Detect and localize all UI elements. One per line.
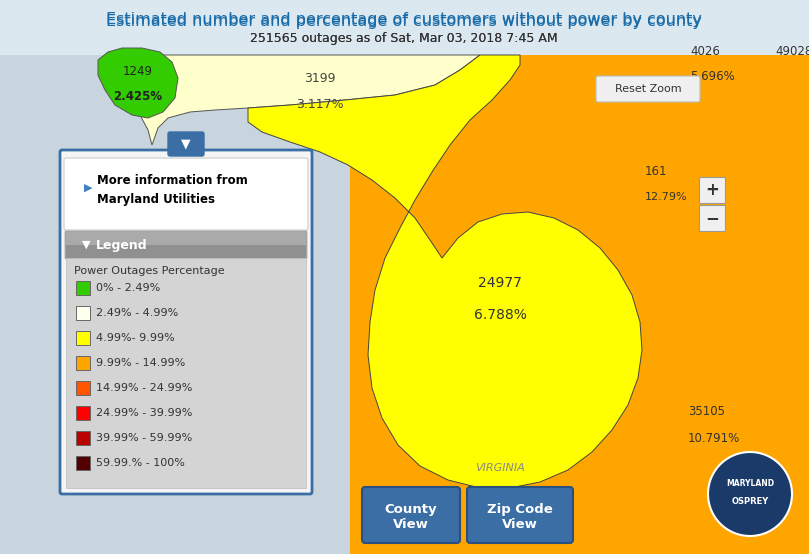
Text: 3.117%: 3.117% xyxy=(296,98,344,111)
Text: 49028: 49028 xyxy=(775,45,809,58)
Bar xyxy=(76,431,90,445)
Text: 2.49% - 4.99%: 2.49% - 4.99% xyxy=(96,308,178,318)
Text: 59.99.% - 100%: 59.99.% - 100% xyxy=(96,458,185,468)
Bar xyxy=(76,456,90,470)
Text: 24977: 24977 xyxy=(478,276,522,290)
Polygon shape xyxy=(350,55,809,554)
Text: Reset Zoom: Reset Zoom xyxy=(615,84,681,94)
Text: 251565 outages as of Sat, Mar 03, 2018 7:45 AM: 251565 outages as of Sat, Mar 03, 2018 7… xyxy=(250,32,558,45)
Circle shape xyxy=(708,452,792,536)
Text: Zip Code: Zip Code xyxy=(487,502,553,516)
Text: 9.99% - 14.99%: 9.99% - 14.99% xyxy=(96,358,185,368)
Polygon shape xyxy=(140,55,480,145)
Text: View: View xyxy=(502,519,538,531)
FancyBboxPatch shape xyxy=(65,231,307,259)
Text: 24.99% - 39.99%: 24.99% - 39.99% xyxy=(96,408,193,418)
Text: 5.696%: 5.696% xyxy=(690,70,735,83)
Text: 14.99% - 24.99%: 14.99% - 24.99% xyxy=(96,383,193,393)
Bar xyxy=(76,331,90,345)
Text: Estimated number and percentage of customers without power by county: Estimated number and percentage of custo… xyxy=(106,14,702,29)
Text: 0% - 2.49%: 0% - 2.49% xyxy=(96,283,160,293)
Polygon shape xyxy=(98,48,178,118)
Bar xyxy=(76,306,90,320)
FancyBboxPatch shape xyxy=(467,487,573,543)
Text: ▼: ▼ xyxy=(181,137,191,151)
Text: 10.791%: 10.791% xyxy=(688,432,740,445)
Text: ▶: ▶ xyxy=(84,183,92,193)
FancyBboxPatch shape xyxy=(699,205,725,231)
Text: 39.99% - 59.99%: 39.99% - 59.99% xyxy=(96,433,193,443)
Text: 251565 outages as of Sat, Mar 03, 2018 7:45 AM: 251565 outages as of Sat, Mar 03, 2018 7… xyxy=(250,32,558,45)
Text: Estimated number and percentage of customers without power by county: Estimated number and percentage of custo… xyxy=(106,12,702,27)
Text: 6.788%: 6.788% xyxy=(473,308,527,322)
Text: 4026: 4026 xyxy=(690,45,720,58)
Bar xyxy=(76,381,90,395)
Text: OSPREY: OSPREY xyxy=(731,497,769,506)
Bar xyxy=(0,0,809,55)
Polygon shape xyxy=(248,55,642,488)
FancyBboxPatch shape xyxy=(168,132,204,156)
Text: View: View xyxy=(393,519,429,531)
Text: 4.99%- 9.99%: 4.99%- 9.99% xyxy=(96,333,175,343)
Text: 161: 161 xyxy=(645,165,667,178)
Text: 3199: 3199 xyxy=(304,72,336,85)
Text: Legend: Legend xyxy=(96,239,147,252)
Text: +: + xyxy=(705,181,719,199)
Text: ▼: ▼ xyxy=(82,240,91,250)
Text: 12.79%: 12.79% xyxy=(645,192,688,202)
FancyBboxPatch shape xyxy=(596,76,700,102)
Text: More information from
Maryland Utilities: More information from Maryland Utilities xyxy=(97,175,248,206)
Text: 35105: 35105 xyxy=(688,405,725,418)
Bar xyxy=(76,406,90,420)
Text: −: − xyxy=(705,209,719,227)
Bar xyxy=(76,281,90,295)
FancyBboxPatch shape xyxy=(362,487,460,543)
Text: County: County xyxy=(385,502,438,516)
Bar xyxy=(66,245,306,258)
Text: 1249: 1249 xyxy=(123,65,153,78)
Text: Power Outages Percentage: Power Outages Percentage xyxy=(74,266,225,276)
Text: 2.425%: 2.425% xyxy=(113,90,163,103)
FancyBboxPatch shape xyxy=(699,177,725,203)
Bar xyxy=(66,258,306,488)
Bar xyxy=(76,356,90,370)
FancyBboxPatch shape xyxy=(60,150,312,494)
FancyBboxPatch shape xyxy=(64,158,308,230)
Text: VIRGINIA: VIRGINIA xyxy=(475,463,525,473)
Text: MARYLAND: MARYLAND xyxy=(726,480,774,489)
